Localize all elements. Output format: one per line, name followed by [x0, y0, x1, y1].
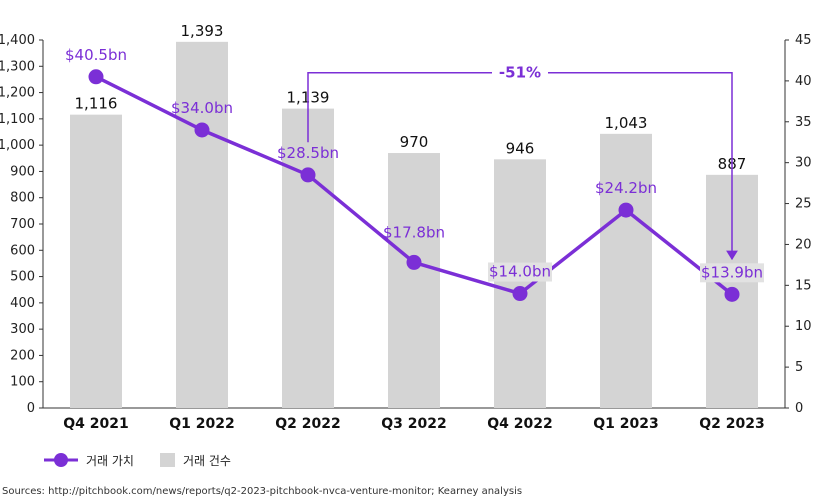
- line-label-background: [700, 263, 764, 283]
- left-axis-tick-label: 400: [10, 296, 35, 311]
- left-axis-tick-label: 1,300: [0, 59, 35, 74]
- annotation-bracket-left: [307, 71, 492, 143]
- bar: [70, 114, 122, 408]
- bar: [176, 41, 228, 409]
- line-value-label: $34.0bn: [171, 99, 233, 117]
- source-note: Sources: http://pitchbook.com/news/repor…: [2, 486, 522, 497]
- bar-value-label: 1,043: [605, 114, 648, 132]
- legend-line-marker: [54, 453, 68, 467]
- legend: 거래 가치 거래 건수: [44, 453, 231, 468]
- bar: [494, 159, 546, 408]
- annotation-label: -51%: [499, 64, 541, 82]
- right-axis-tick-label: 40: [795, 74, 812, 89]
- left-axis: 0 100 200 300 400 500 600 700 800 900 1,000 1,100 1,…: [0, 33, 785, 416]
- right-axis-tick-label: 20: [795, 237, 812, 252]
- legend-bar-label: 거래 건수: [183, 454, 231, 468]
- right-axis: 0 5 10 15 20 25 30 35 40 45: [784, 33, 812, 416]
- right-axis-tick-label: 35: [795, 115, 812, 130]
- line-point: [88, 69, 104, 85]
- category-label: Q1 2022: [169, 416, 234, 432]
- category-labels: Q4 2021 Q1 2022 Q2 2022 Q3 2022 Q4 2022 Q1 20…: [63, 416, 764, 432]
- left-axis-tick-label: 1,000: [0, 138, 35, 153]
- left-axis-tick-label: 1,100: [0, 112, 35, 127]
- bar-value-label: 1,116: [75, 95, 118, 113]
- category-label: Q1 2023: [593, 416, 658, 432]
- legend-line-label: 거래 가치: [86, 454, 134, 468]
- bar: [600, 133, 652, 408]
- left-axis-tick-label: 300: [10, 322, 35, 337]
- line-point: [406, 254, 422, 270]
- line-value-label: $14.0bn: [489, 263, 551, 281]
- category-label: Q4 2022: [487, 416, 552, 432]
- right-axis-tick-label: 15: [795, 278, 812, 293]
- category-label: Q4 2021: [63, 416, 128, 432]
- bar: [388, 153, 440, 408]
- legend-bar-swatch: [160, 453, 175, 467]
- left-axis-tick-label: 200: [10, 348, 35, 363]
- line-labels: $40.5bn $34.0bn $28.5bn $17.8bn $14.0bn $24.2…: [65, 46, 764, 283]
- annotation-bracket-right: [548, 71, 733, 260]
- bar-series: [70, 41, 758, 409]
- bar: [282, 108, 334, 408]
- left-axis-tick-label: 1,400: [0, 33, 35, 48]
- category-label: Q3 2022: [381, 416, 446, 432]
- line-point: [618, 202, 634, 218]
- bar-value-label: 1,393: [181, 22, 224, 40]
- line-point: [300, 167, 316, 183]
- right-axis-tick-label: 0: [795, 401, 803, 416]
- annotation-arrowhead: [726, 250, 738, 261]
- line-series: [88, 69, 740, 302]
- line-point: [724, 286, 740, 302]
- line-point: [194, 122, 210, 138]
- left-axis-tick-label: 800: [10, 191, 35, 206]
- line-value-label: $13.9bn: [701, 263, 763, 281]
- left-axis-tick-label: 0: [27, 401, 35, 416]
- left-axis-tick-label: 900: [10, 164, 35, 179]
- line-value-label: $17.8bn: [383, 223, 445, 241]
- left-axis-tick-label: 500: [10, 270, 35, 285]
- line-value-label: $28.5bn: [277, 144, 339, 162]
- bar-value-label: 946: [506, 139, 535, 157]
- right-axis-tick-label: 5: [795, 360, 803, 375]
- right-axis-tick-label: 10: [795, 319, 812, 334]
- change-annotation: -51%: [307, 64, 738, 261]
- left-axis-tick-label: 100: [10, 375, 35, 390]
- line-label-background: [488, 262, 552, 282]
- right-axis-tick-label: 30: [795, 156, 812, 171]
- right-axis-tick-label: 45: [795, 33, 812, 48]
- left-axis-tick-label: 700: [10, 217, 35, 232]
- bar-value-label: 970: [400, 133, 429, 151]
- line-value-label: $24.2bn: [595, 179, 657, 197]
- line-value-label: $40.5bn: [65, 46, 127, 64]
- left-axis-tick-label: 1,200: [0, 86, 35, 101]
- category-label: Q2 2023: [699, 416, 764, 432]
- category-label: Q2 2022: [275, 416, 340, 432]
- right-axis-tick-label: 25: [795, 197, 812, 212]
- line-point: [512, 286, 528, 302]
- left-axis-tick-label: 600: [10, 243, 35, 258]
